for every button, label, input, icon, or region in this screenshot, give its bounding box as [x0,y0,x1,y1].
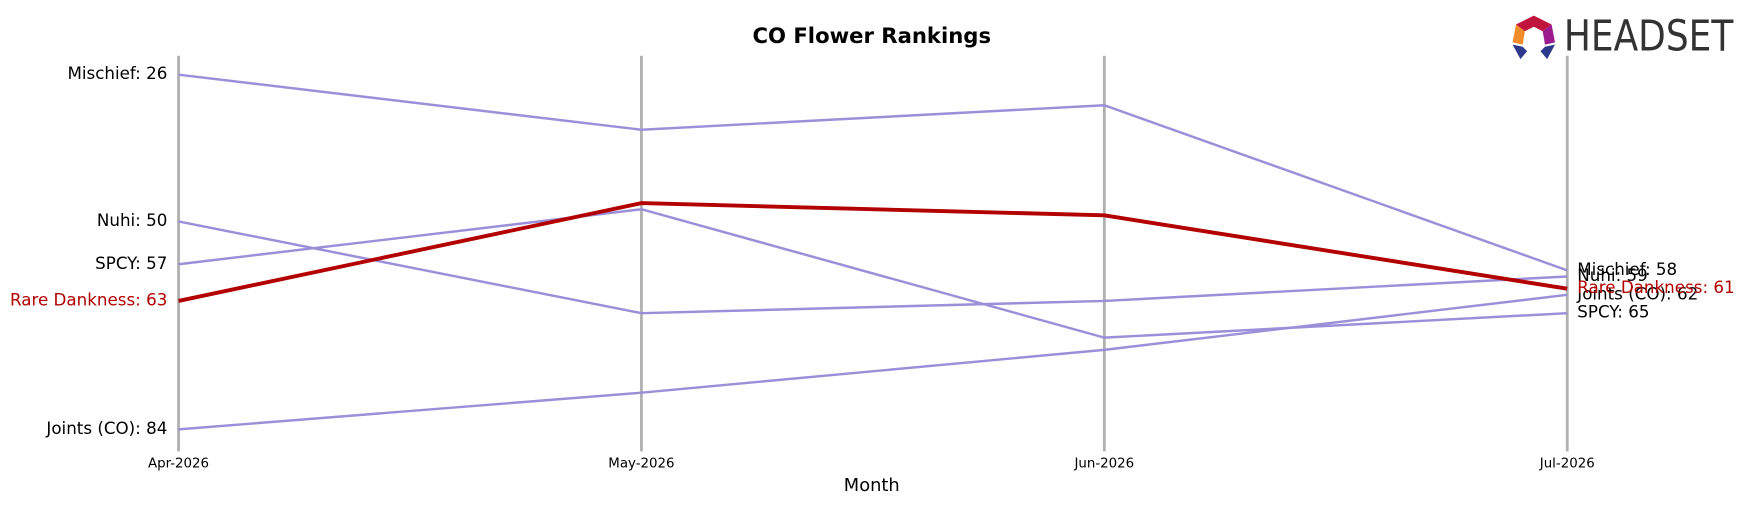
x-tick-label: May-2026 [608,457,674,472]
chart-title: CO Flower Rankings [752,23,991,48]
logo-mark [1512,24,1525,45]
logo-mark [1542,24,1555,45]
rank-line [178,201,1568,303]
value-label: Nuhi: 59 [1577,265,1648,285]
x-tick-label: Apr-2026 [148,457,209,472]
value-label: Mischief: 26 [67,63,167,83]
x-tick-label: Jul-2026 [1539,457,1595,472]
value-label: Joints (CO): 62 [1576,283,1698,303]
value-label: Nuhi: 50 [97,210,168,230]
x-axis-label: Month [844,475,900,496]
logo-mark [1512,44,1528,60]
logo: HEADSET [1512,12,1734,61]
value-label: Rare Dankness: 63 [10,289,167,309]
rank-line [178,207,1568,339]
logo-mark [1540,44,1555,60]
value-label: Mischief: 58 [1577,259,1677,279]
rank-line [178,73,1568,272]
rank-line [178,220,1568,315]
logo-text: HEADSET [1564,12,1734,61]
value-label: Rare Dankness: 61 [1577,277,1734,297]
logo-mark [1515,15,1552,32]
value-label: Joints (CO): 84 [45,418,167,438]
x-tick-label: Jun-2026 [1073,457,1134,472]
rank-line [178,293,1568,431]
value-label: SPCY: 65 [1577,302,1649,322]
value-label: SPCY: 57 [95,253,167,273]
